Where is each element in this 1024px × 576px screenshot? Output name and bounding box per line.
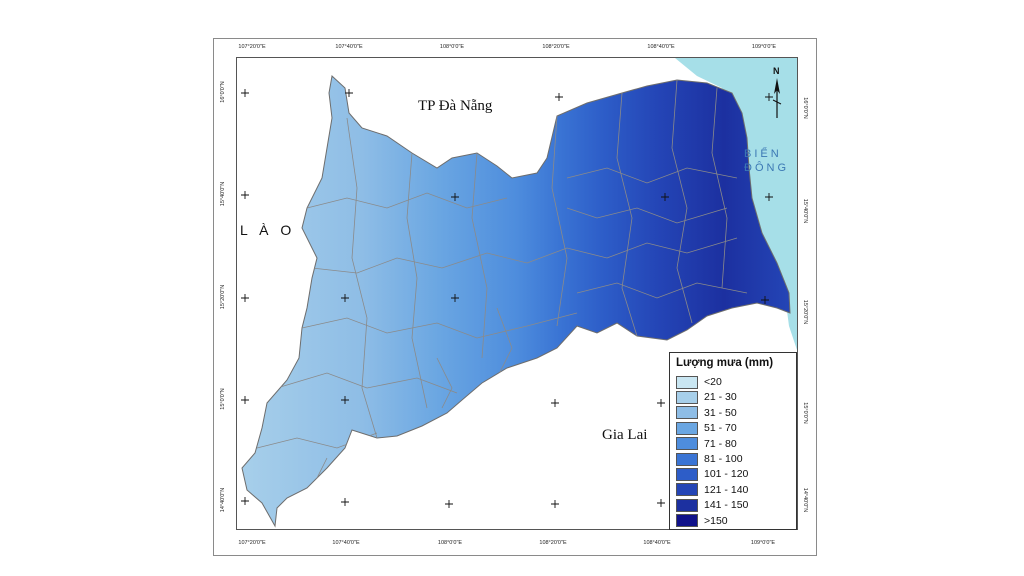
legend-title: Lượng mưa (mm) [676,357,774,369]
bottom-tick-label: 108°20'0"E [539,540,567,546]
top-tick-label: 107°40'0"E [335,44,363,50]
bottom-tick-label: 107°20'0"E [238,540,266,546]
province-outline [241,75,791,528]
left-tick-label: 15°40'0"N [220,181,226,207]
label-lao: L À O [240,222,296,238]
legend-label: 31 - 50 [704,406,737,419]
top-tick-label: 109°0'0"E [751,44,777,50]
legend-item: 31 - 50 [676,406,737,420]
legend-label: >150 [704,514,728,527]
left-tick-label: 15°0'0"N [220,388,226,410]
bottom-tick-label: 107°40'0"E [332,540,360,546]
top-tick-label: 108°0'0"E [439,44,465,50]
left-tick-label: 14°40'0"N [220,487,226,513]
legend-swatch [676,498,698,512]
label-bien-dong: ĐÔNG [744,162,789,174]
legend-item: 121 - 140 [676,483,748,497]
legend-swatch [676,514,698,528]
legend-item: 141 - 150 [676,498,748,512]
right-tick-label: 14°40'0"N [802,487,808,513]
legend-swatch [676,483,698,497]
label-da-nang: TP Đà Nẵng [418,98,493,114]
legend-item: <20 [676,375,722,389]
right-tick-label: 15°0'0"N [802,402,808,424]
right-tick-label: 15°40'0"N [802,198,808,224]
legend-label: 81 - 100 [704,453,743,465]
north-label: N [773,66,780,76]
north-arrow-icon [772,78,782,118]
top-tick-label: 108°20'0"E [542,44,570,50]
legend-item: >150 [676,514,728,528]
left-tick-label: 15°20'0"N [220,284,226,310]
legend-label: 101 - 120 [704,468,749,481]
map-area [236,57,798,530]
legend-swatch [676,390,698,404]
legend-swatch [676,437,698,451]
legend-item: 71 - 80 [676,437,737,451]
legend-label: 121 - 140 [704,483,749,496]
legend-label: 51 - 70 [704,422,737,435]
legend-swatch [676,467,698,481]
legend-swatch [676,452,698,466]
bottom-tick-label: 108°40'0"E [643,540,671,546]
legend-item: 81 - 100 [676,452,743,466]
legend-label: 141 - 150 [704,499,749,512]
legend-swatch [676,406,698,420]
top-tick-label: 107°20'0"E [238,44,266,50]
legend-swatch [676,421,698,435]
legend-item: 21 - 30 [676,390,737,404]
label-bien-dong: BIỂN [744,148,782,160]
graticule-crosses [241,89,773,508]
left-tick-label: 16°0'0"N [220,81,226,103]
bottom-tick-label: 109°0'0"E [750,540,776,546]
top-tick-label: 108°40'0"E [647,44,675,50]
rainfall-map [241,58,797,528]
bottom-tick-label: 108°0'0"E [437,540,463,546]
legend-swatch [676,375,698,389]
legend-label: <20 [704,376,722,388]
sea-area [675,58,797,350]
legend-item: 51 - 70 [676,421,737,435]
right-tick-label: 15°20'0"N [802,299,808,325]
district-boundaries [256,79,748,509]
legend-item: 101 - 120 [676,467,748,481]
legend-label: 71 - 80 [704,437,737,450]
legend: Lượng mưa (mm) <20 21 - 30 31 - 50 51 - 70 7… [669,352,797,530]
legend-label: 21 - 30 [704,391,737,404]
right-tick-label: 16°0'0"N [802,97,808,119]
label-gia-lai: Gia Lai [602,427,648,443]
